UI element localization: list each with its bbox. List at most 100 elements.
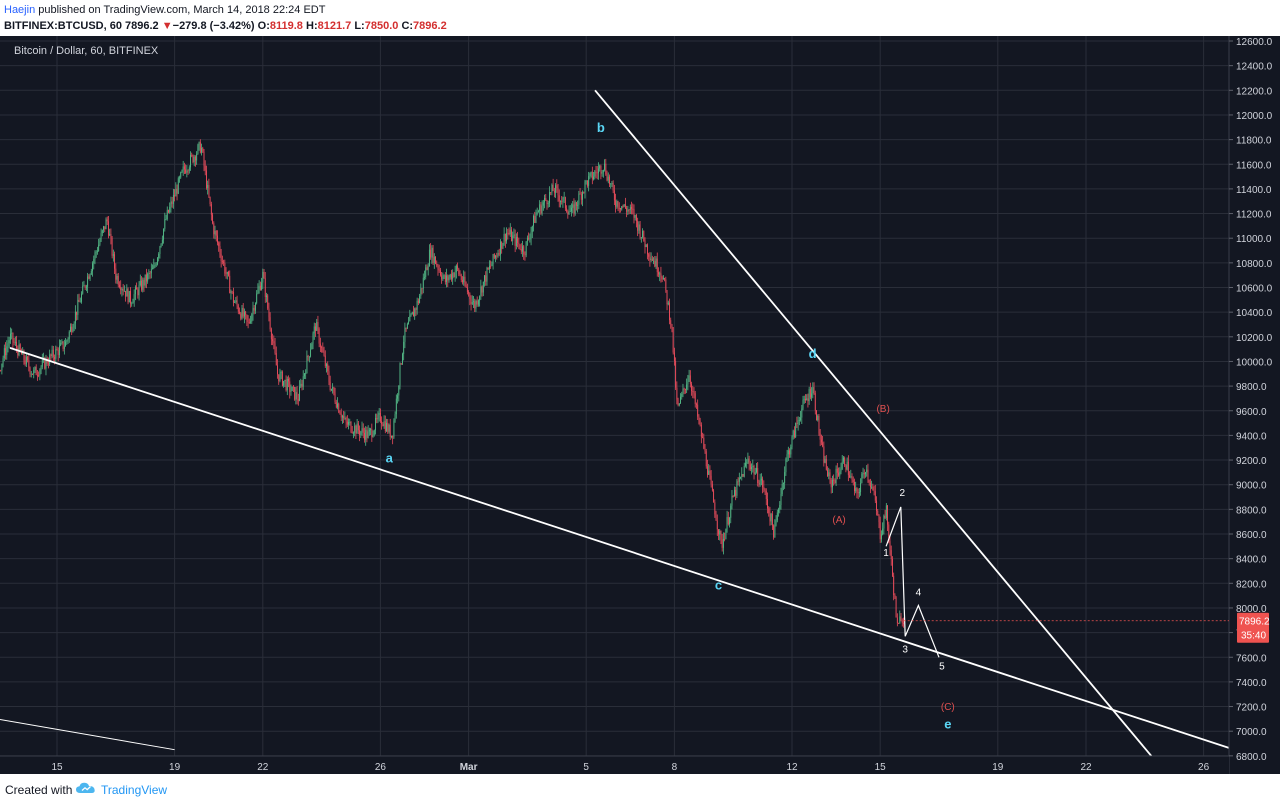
candle-body — [883, 515, 885, 529]
high-value: 8121.7 — [317, 20, 352, 32]
candle-body — [480, 286, 482, 297]
chart-area[interactable]: b a c d e (B) (A) (C) 2 1 4 3 5 6800.0 7000.0 7200.0 74… — [0, 36, 1280, 774]
candle-body — [746, 462, 748, 464]
candle-body — [526, 237, 528, 242]
candle-body — [61, 341, 63, 343]
lower-trendline — [9, 347, 1243, 754]
candle-body — [395, 398, 397, 415]
candle-body — [8, 340, 10, 344]
candle-body — [612, 183, 614, 191]
candle-body — [27, 357, 29, 361]
candle-body — [457, 265, 459, 269]
candle-body — [791, 436, 793, 448]
candle-body — [751, 466, 753, 470]
candle-body — [439, 270, 441, 276]
candle-body — [149, 272, 151, 274]
candle-body — [889, 541, 891, 551]
candle-body — [45, 358, 47, 369]
candle-body — [384, 421, 386, 432]
candle-body — [33, 370, 35, 375]
price-tick-label: 6800.0 — [1236, 752, 1267, 763]
tradingview-brand[interactable]: TradingView — [101, 783, 168, 797]
candle-body — [752, 466, 754, 467]
candle-body — [649, 256, 651, 261]
candle-body — [274, 343, 276, 354]
candle-body — [466, 287, 468, 292]
wave-annotations: b a c d e (B) (A) (C) 2 1 4 3 5 — [386, 120, 955, 732]
candle-body — [28, 360, 30, 368]
candle-body — [645, 244, 647, 248]
candle-body — [539, 204, 541, 212]
candle-body — [54, 357, 55, 359]
candle-body — [523, 246, 525, 255]
candle-body — [491, 264, 493, 267]
candle-body — [443, 275, 445, 277]
candle-body — [542, 202, 544, 206]
candle-body — [171, 201, 173, 204]
time-axis-bg — [0, 756, 1229, 774]
candle-body — [393, 420, 395, 438]
candle-body — [568, 211, 570, 215]
candle-body — [143, 279, 145, 286]
candle-body — [376, 418, 378, 420]
candle-body — [60, 342, 62, 346]
candle-body — [792, 430, 794, 437]
candle-body — [790, 447, 792, 455]
candle-body — [781, 483, 783, 494]
trendlines[interactable] — [0, 89, 1243, 774]
candle-body — [572, 204, 574, 208]
candle-body — [335, 402, 337, 408]
candle-body — [803, 398, 805, 400]
time-tick-label: 15 — [875, 762, 887, 773]
candle-body — [595, 171, 597, 173]
candle-body — [258, 285, 260, 290]
candle-body — [121, 288, 123, 291]
candle-body — [839, 471, 841, 476]
candle-body — [275, 353, 277, 366]
candle-body — [740, 476, 741, 478]
candle-body — [24, 360, 26, 365]
candle-body — [142, 279, 144, 290]
candle-body — [553, 190, 555, 193]
candle-body — [531, 226, 533, 232]
candle-body — [836, 468, 838, 473]
price-tick-label: 12600.0 — [1236, 37, 1273, 48]
price-tick-label: 10400.0 — [1236, 308, 1273, 319]
candle-body — [757, 468, 759, 484]
candle-body — [89, 274, 91, 279]
candle-body — [44, 358, 46, 369]
candle-body — [51, 349, 53, 357]
candle-body — [666, 290, 668, 305]
candle-body — [436, 263, 438, 266]
candle-body — [306, 355, 308, 374]
candle-body — [240, 313, 242, 319]
candle-body — [855, 487, 857, 492]
candle-body — [892, 559, 893, 576]
candle-body — [800, 417, 802, 421]
price-chart[interactable]: b a c d e (B) (A) (C) 2 1 4 3 5 6800.0 7000.0 7200.0 74… — [0, 36, 1280, 774]
candle-body — [217, 235, 218, 243]
candle-body — [615, 200, 617, 207]
candle-body — [852, 479, 854, 483]
price-axis[interactable]: 6800.07000.07200.07400.07600.07800.08000… — [1229, 37, 1273, 763]
candle-body — [5, 348, 6, 356]
last-price: 7896.2 — [125, 20, 159, 32]
candle-body — [708, 470, 710, 475]
candle-body — [533, 215, 534, 227]
candle-body — [718, 529, 719, 535]
candle-body — [438, 269, 440, 271]
candle-body — [187, 170, 189, 172]
candle-body — [631, 207, 632, 209]
candle-body — [299, 386, 300, 401]
price-tick-label: 11200.0 — [1236, 210, 1272, 221]
candle-body — [229, 275, 231, 294]
last-price-box — [1237, 612, 1269, 643]
candle-body — [885, 505, 887, 518]
author-link[interactable]: Haejin — [4, 4, 36, 16]
candle-body — [144, 274, 146, 286]
candle-body — [865, 472, 866, 475]
candle-body — [789, 450, 790, 455]
candle-body — [884, 515, 886, 518]
candle-body — [437, 265, 439, 270]
time-axis[interactable]: 15 19 22 26 Mar 5 8 12 15 19 22 26 — [51, 762, 1209, 773]
